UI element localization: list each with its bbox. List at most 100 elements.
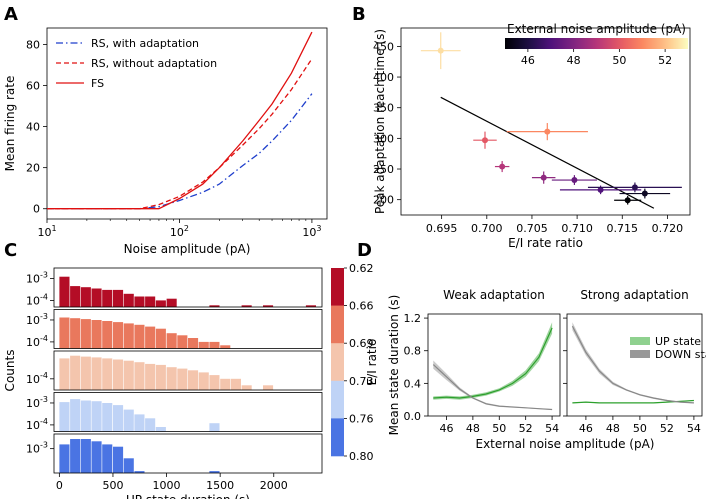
panel-d-legend-label: UP state (655, 335, 701, 348)
panel-d-xtick-label: 46 (439, 422, 453, 435)
panel-c-histogram-bar (263, 385, 274, 390)
panel-c-colorbar-tick-label: 0.80 (349, 450, 374, 463)
panel-c-histogram-bar (134, 471, 145, 473)
panel-a-axes-frame (46, 27, 328, 220)
panel-b-data-point (624, 197, 631, 204)
panel-c-histogram-bar (59, 444, 70, 473)
panel-c-histogram-bar (123, 409, 134, 432)
panel-d-axes-frame (566, 313, 703, 417)
panel-a-legend-label: RS, without adaptation (91, 57, 217, 70)
panel-d-xtick-label: 50 (633, 422, 647, 435)
panel-d-xtick-label: 54 (545, 422, 559, 435)
panel-c-colorbar-segment (331, 380, 344, 419)
panel-b-ytick-label: 350 (373, 102, 394, 115)
panel-c-histogram-bar (80, 439, 91, 473)
panel-d-state-durations: Weak adaptation 46 48 50 52 54 0.0 0.4 0.8 1.2 Str… (387, 288, 706, 451)
panel-c-colorbar-tick-label: 0.66 (349, 300, 374, 313)
panel-c-colorbar-tick-label: 0.62 (349, 262, 374, 275)
panel-b-adaptation-scatter: 0.695 0.700 0.705 0.710 0.715 0.720 200 250 300 3… (373, 22, 691, 250)
panel-b-data-point (597, 186, 604, 193)
panel-c-histogram-bar (70, 355, 81, 390)
panel-b-colorbar-title: External noise amplitude (pA) (507, 22, 686, 36)
panel-d-ytick-label: 0.4 (404, 377, 422, 390)
panel-c-histogram-bar (113, 359, 124, 390)
panel-c-histogram-bar (123, 323, 134, 349)
panel-b-xtick-label: 0.705 (516, 222, 548, 235)
panel-letter-d: D (357, 240, 372, 261)
panel-c-histogram-bar (80, 319, 91, 349)
panel-c-histogram-bar (134, 296, 145, 307)
panel-c-histogram-bar (209, 471, 220, 473)
panel-b-xlabel: E/I rate ratio (508, 236, 583, 250)
panel-c-histogram-bar (209, 423, 220, 432)
panel-c-histogram-bar (209, 305, 220, 307)
panel-c-histogram-bar (198, 341, 209, 349)
panel-c-histogram-bar (80, 356, 91, 390)
panel-c-histogram-bar (91, 320, 102, 349)
panel-c-histogram-bar (59, 358, 70, 390)
panel-d-xtick-label: 48 (466, 422, 480, 435)
panel-c-ytick-label: 10-3 (26, 395, 48, 410)
panel-b-ytick-label: 300 (373, 132, 394, 145)
panel-d-ylabel: Mean state duration (s) (387, 295, 401, 436)
panel-b-data-point (540, 174, 547, 181)
panel-c-colorbar-segment (331, 268, 344, 306)
panel-c-histogram-bar (80, 400, 91, 432)
panel-c-histogram-bar (59, 276, 70, 307)
panel-c-histogram-bar (70, 399, 81, 432)
panel-c-colorbar-tick-label: 0.76 (349, 412, 374, 425)
panel-c-xtick-label: 1000 (153, 479, 181, 492)
panel-c-histogram-bar (134, 414, 145, 432)
panel-c-colorbar-segment (331, 418, 344, 457)
panel-a-legend-label: RS, with adaptation (91, 37, 199, 50)
panel-d-ytick-label: 1.2 (404, 312, 422, 325)
panel-a-ytick-label: 20 (26, 162, 40, 175)
panel-c-colorbar-tick-label: 0.69 (349, 337, 374, 350)
panel-c-colorbar-title: E/I ratio (365, 339, 379, 386)
panel-a-ytick-label: 80 (26, 38, 40, 51)
panel-a-xlabel: Noise amplitude (pA) (124, 242, 251, 256)
panel-d-ytick-label: 0.0 (404, 410, 422, 423)
panel-c-histogram-bar (155, 328, 166, 349)
panel-c-histogram-bar (209, 375, 220, 390)
panel-c-histogram-bar (59, 402, 70, 432)
panel-b-data-point (499, 163, 506, 170)
panel-c-histogram-bar (188, 370, 199, 390)
panel-c-histogram-bar (155, 427, 166, 432)
panel-d-axes-frame (427, 313, 561, 417)
panel-c-histogram-bar (123, 360, 134, 390)
panel-c-histogram-bar (166, 367, 177, 390)
panel-c-xtick-label: 500 (102, 479, 123, 492)
panel-c-histogram-bar (155, 300, 166, 307)
panel-b-data-point (631, 184, 638, 191)
panel-d-subplot-title: Weak adaptation (443, 288, 545, 302)
panel-c-colorbar-tick-label: 0.73 (349, 375, 374, 388)
panel-c-histogram-bar (220, 378, 231, 390)
panel-c-ytick-label: 10-4 (26, 292, 48, 307)
panel-a-series-line (47, 58, 313, 210)
panel-b-axes-frame (400, 27, 691, 216)
panel-c-row-frame (53, 392, 323, 432)
panel-c-ylabel: Counts (3, 350, 17, 392)
panel-letter-a: A (4, 4, 18, 25)
panel-c-xtick-label: 1500 (206, 479, 234, 492)
panel-c-histogram-bar (166, 298, 177, 307)
panel-letter-b: B (352, 4, 366, 25)
panel-d-legend-swatch (630, 337, 650, 345)
panel-c-histogram-bar (123, 293, 134, 307)
panel-c-histogram-bar (102, 321, 113, 349)
panel-c-histogram-bar (145, 418, 156, 432)
panel-c-histogram-bar (102, 289, 113, 307)
panel-d-series-line (432, 364, 553, 411)
panel-c-histogram-bar (113, 446, 124, 473)
panel-d-band (433, 360, 553, 410)
panel-c-histogram-bar (113, 289, 124, 307)
panel-c-ytick-label: 10-4 (26, 417, 48, 432)
panel-c-histogram-bar (102, 403, 113, 432)
panel-d-xtick-label: 50 (492, 422, 506, 435)
panel-a-ytick-label: 0 (33, 203, 40, 216)
panel-c-histogram-bar (188, 338, 199, 349)
panel-c-histogram-bar (80, 287, 91, 307)
panel-a-firing-rate: 101 102 103 0 20 40 60 80 Noise amplitude (pA) Me… (3, 27, 328, 256)
panel-b-colorbar-tick-label: 50 (612, 54, 626, 67)
